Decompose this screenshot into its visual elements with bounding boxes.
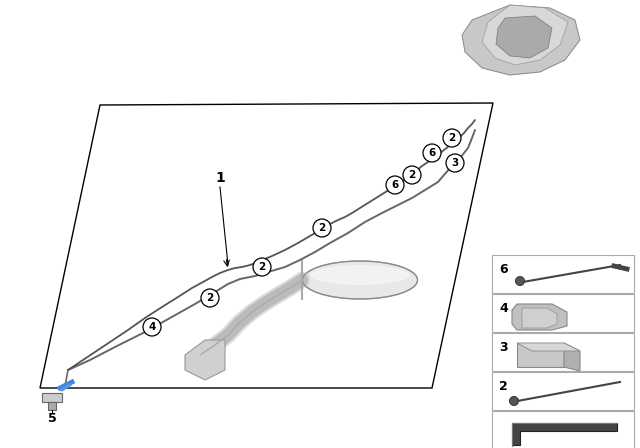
Polygon shape [48, 402, 56, 410]
Polygon shape [522, 308, 557, 328]
Ellipse shape [303, 261, 417, 299]
Text: 6: 6 [428, 148, 436, 158]
Polygon shape [492, 411, 634, 448]
Text: 372827: 372827 [539, 443, 581, 448]
Text: 3: 3 [451, 158, 459, 168]
Polygon shape [492, 372, 634, 410]
Polygon shape [462, 5, 580, 75]
Circle shape [313, 219, 331, 237]
Text: 5: 5 [47, 412, 56, 425]
Circle shape [201, 289, 219, 307]
Text: 3: 3 [499, 341, 508, 354]
Text: 6: 6 [392, 180, 399, 190]
Polygon shape [482, 5, 568, 65]
Circle shape [423, 144, 441, 162]
Polygon shape [517, 343, 564, 367]
Text: 2: 2 [499, 380, 508, 393]
Text: 4: 4 [499, 302, 508, 315]
Polygon shape [492, 255, 634, 293]
Circle shape [143, 318, 161, 336]
Text: 2: 2 [318, 223, 326, 233]
Circle shape [403, 166, 421, 184]
Polygon shape [42, 393, 62, 402]
Ellipse shape [310, 265, 410, 285]
Polygon shape [517, 343, 580, 351]
Text: 1: 1 [215, 171, 225, 185]
Circle shape [515, 276, 525, 285]
Polygon shape [512, 423, 617, 445]
Text: 2: 2 [408, 170, 415, 180]
Circle shape [446, 154, 464, 172]
Polygon shape [492, 294, 634, 332]
Text: 4: 4 [148, 322, 156, 332]
Polygon shape [564, 343, 580, 371]
Circle shape [509, 396, 518, 405]
Circle shape [253, 258, 271, 276]
Text: 6: 6 [499, 263, 508, 276]
Circle shape [386, 176, 404, 194]
Polygon shape [185, 340, 225, 380]
Polygon shape [496, 16, 552, 58]
Text: 2: 2 [206, 293, 214, 303]
Text: 2: 2 [259, 262, 266, 272]
Polygon shape [512, 304, 567, 330]
Polygon shape [492, 333, 634, 371]
Text: 2: 2 [449, 133, 456, 143]
Circle shape [443, 129, 461, 147]
